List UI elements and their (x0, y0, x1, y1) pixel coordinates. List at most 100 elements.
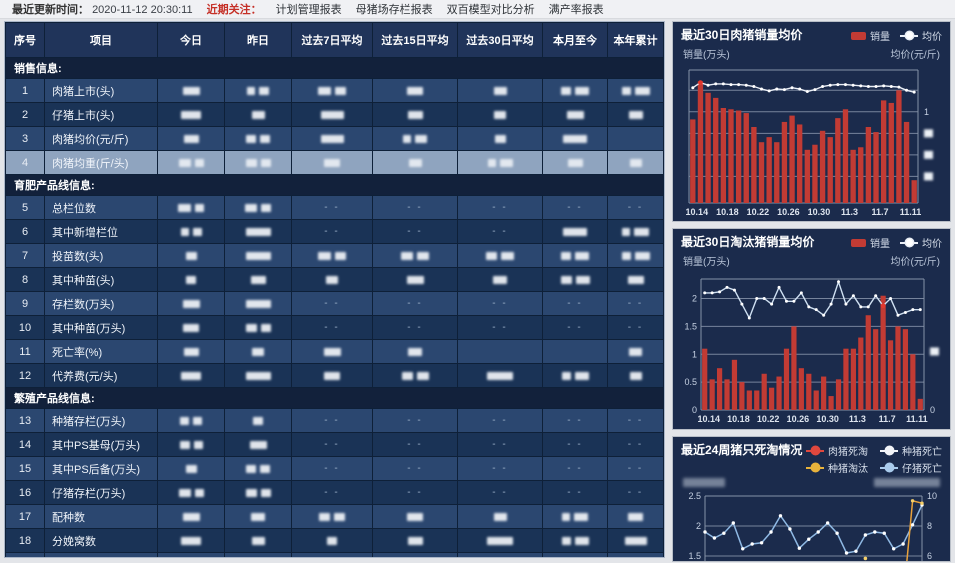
legend-item-种猪死亡[interactable]: 种猪死亡 (880, 443, 942, 458)
legend-item-肉猪死淘[interactable]: 肉猪死淘 (806, 443, 868, 458)
row-item-label: 分娩窝数 (44, 528, 158, 553)
redacted-value (494, 110, 506, 119)
row-item-label: 其中PS后备(万头) (44, 456, 158, 481)
table-row-1[interactable]: 1 肉猪上市(头) (5, 78, 664, 103)
table-cell (607, 126, 664, 151)
table-row-3[interactable]: 3 肉猪均价(元/斤) (5, 126, 664, 151)
table-row-7[interactable]: 7 投苗数(头) (5, 243, 664, 268)
svg-text:11.11: 11.11 (900, 207, 922, 217)
row-index: 10 (5, 315, 45, 340)
table-row-16[interactable]: 16 仔猪存栏(万头) - -- -- -- -- - (5, 480, 664, 505)
col-header-15day: 过去15日平均 (372, 22, 458, 58)
table-cell (372, 102, 458, 127)
redacted-value (260, 158, 271, 167)
redacted-value (574, 371, 589, 380)
legend-item-种猪淘汰[interactable]: 种猪淘汰 (806, 460, 868, 475)
table-cell: - - (372, 432, 458, 457)
table-cell (542, 78, 608, 103)
table-cell (457, 504, 543, 529)
dashboard-main: 序号 项目 今日 昨日 过去7日平均 过去15日平均 过去30日平均 本月至今 … (0, 19, 955, 562)
table-row-18[interactable]: 18 分娩窝数 (5, 528, 664, 553)
redacted-value (621, 86, 631, 95)
redacted-value (407, 536, 423, 545)
redacted-value (259, 86, 269, 95)
table-cell (542, 243, 608, 268)
table-row-9[interactable]: 9 存栏数(万头) - -- -- -- -- - (5, 291, 664, 316)
table-cell (457, 150, 543, 175)
redacted-value (407, 86, 423, 95)
redacted-value (183, 347, 199, 356)
redacted-value (245, 227, 271, 236)
table-row-12[interactable]: 12 代养费(元/头) (5, 363, 664, 388)
svg-text:1.5: 1.5 (684, 321, 697, 331)
row-item-label: 仔猪上市(头) (44, 102, 158, 127)
svg-text:10.26: 10.26 (777, 207, 800, 217)
redacted-value (319, 512, 330, 521)
table-cell: - - (457, 315, 543, 340)
legend-item-销量[interactable]: 销量 (851, 235, 890, 250)
redacted-value (493, 86, 507, 95)
chart-title: 最近24周猪只死淘情况 (681, 443, 803, 457)
legend-item-仔猪死亡[interactable]: 仔猪死亡 (880, 460, 942, 475)
update-time-text: 最近更新时间： 2020-11-12 20:30:11 (12, 1, 193, 17)
nav-link-model-compare[interactable]: 双百模型对比分析 (446, 4, 535, 16)
legend-item-销量[interactable]: 销量 (851, 28, 890, 43)
table-cell (372, 126, 458, 151)
table-row-17[interactable]: 17 配种数 (5, 504, 664, 529)
table-row-11[interactable]: 11 死亡率(%) (5, 339, 664, 364)
table-cell (157, 78, 225, 103)
svg-text:2: 2 (692, 294, 697, 304)
col-header-yesterday: 昨日 (224, 22, 292, 58)
table-cell (224, 78, 292, 103)
table-row-13[interactable]: 13 种猪存栏(万头) - -- -- -- -- - (5, 408, 664, 433)
redacted-value (245, 158, 257, 167)
nav-link-capacity-report[interactable]: 满产率报表 (548, 4, 604, 16)
chart-title: 最近30日肉猪销量均价 (681, 28, 803, 42)
table-row-2[interactable]: 2 仔猪上市(头) (5, 102, 664, 127)
table-cell: - - (291, 432, 373, 457)
row-index: 16 (5, 480, 45, 505)
table-row-15[interactable]: 15 其中PS后备(万头) - -- -- -- -- - (5, 456, 664, 481)
table-cell (157, 552, 225, 557)
redacted-value (251, 110, 265, 119)
redacted-value (335, 251, 346, 260)
table-row-5[interactable]: 5 总栏位数 - -- -- -- -- - (5, 195, 664, 220)
table-cell: - - (542, 408, 608, 433)
row-item-label: 投苗数(头) (44, 243, 158, 268)
redacted-value (186, 275, 196, 284)
table-cell (224, 504, 292, 529)
nav-link-plan-report[interactable]: 计划管理报表 (275, 4, 342, 16)
row-index: 8 (5, 267, 45, 292)
table-row-6[interactable]: 6 其中新增栏位 - -- -- - (5, 219, 664, 244)
legend-item-均价[interactable]: 均价 (900, 235, 942, 250)
table-cell (224, 432, 292, 457)
table-row-8[interactable]: 8 其中种苗(头) (5, 267, 664, 292)
table-row-19[interactable]: 19窝均活仔(头/窝) (5, 552, 664, 557)
table-cell: - - (372, 408, 458, 433)
table-cell (224, 363, 292, 388)
redacted-value (246, 134, 256, 143)
table-cell (224, 267, 292, 292)
redacted-value (324, 158, 340, 167)
redacted-value (567, 158, 583, 167)
table-row-10[interactable]: 10 其中种苗(万头) - -- -- -- -- - (5, 315, 664, 340)
table-row-14[interactable]: 14 其中PS基母(万头) - -- -- -- -- - (5, 432, 664, 457)
legend-item-均价[interactable]: 均价 (900, 28, 942, 43)
redacted-value (178, 158, 191, 167)
table-cell: - - (291, 408, 373, 433)
table-row-4[interactable]: 4 肉猪均重(斤/头) (5, 150, 664, 175)
svg-text:2: 2 (696, 521, 701, 531)
redacted-value (249, 440, 267, 449)
redacted-value (629, 371, 642, 380)
table-cell (372, 150, 458, 175)
redacted-value (178, 488, 191, 497)
col-header-index: 序号 (5, 22, 45, 58)
redacted-value (408, 347, 422, 356)
row-index: 4 (5, 150, 45, 175)
redacted-value (195, 203, 204, 212)
table-cell: - - (372, 291, 458, 316)
nav-link-sow-inventory-report[interactable]: 母猪场存栏报表 (355, 4, 433, 16)
chart-legend: 肉猪死淘 种猪死亡 种猪淘汰 仔猪死亡 (806, 443, 942, 475)
table-cell (291, 78, 373, 103)
table-cell: - - (457, 480, 543, 505)
